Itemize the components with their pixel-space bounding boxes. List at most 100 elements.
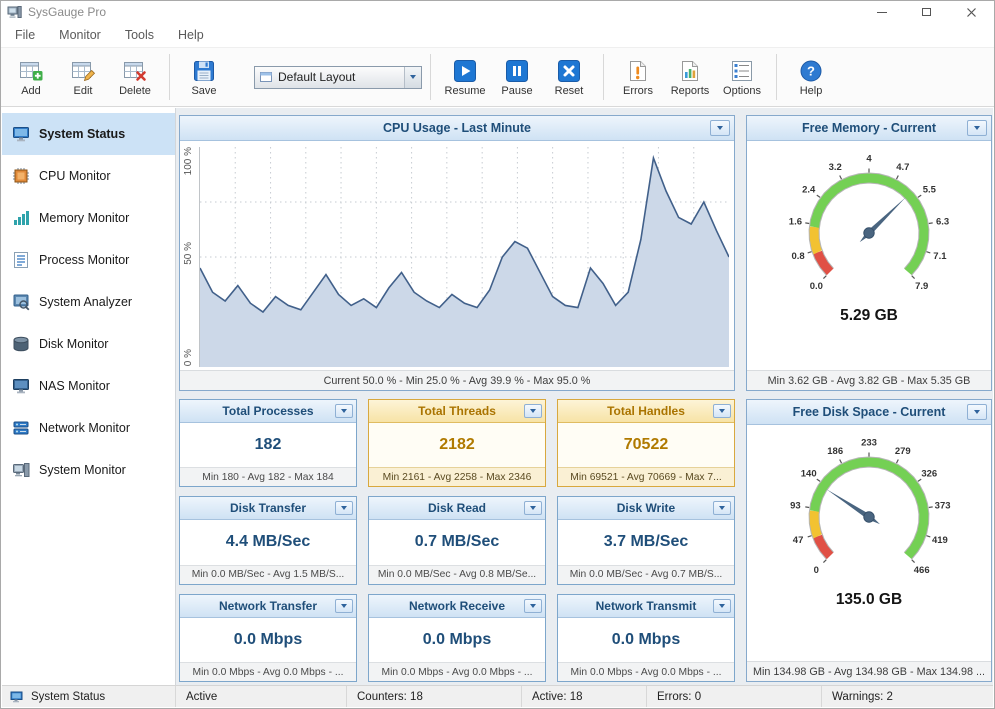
svg-text:1.6: 1.6 <box>789 217 802 228</box>
counter-dropdown-button[interactable] <box>713 501 731 516</box>
menu-monitor[interactable]: Monitor <box>47 25 113 45</box>
counter-header: Disk Transfer <box>180 497 356 521</box>
counter-stats: Min 0.0 Mbps - Avg 0.0 Mbps - ... <box>558 662 734 681</box>
counter-dropdown-button[interactable] <box>524 501 542 516</box>
svg-text:4: 4 <box>866 154 872 165</box>
counter-stats: Min 0.0 MB/Sec - Avg 0.7 MB/S... <box>558 564 734 584</box>
menu-help[interactable]: Help <box>166 25 216 45</box>
counter-value: 182 <box>254 436 282 454</box>
maximize-button[interactable] <box>904 1 949 23</box>
disk-gauge-value: 135.0 GB <box>835 591 903 608</box>
statusbar-errors: Errors: 0 <box>647 686 822 707</box>
counter-dropdown-button[interactable] <box>713 404 731 418</box>
cpu-panel-dropdown-button[interactable] <box>710 120 730 136</box>
chevron-down-icon <box>974 410 980 414</box>
disk-stats: Min 134.98 GB - Avg 134.98 GB - Max 134.… <box>747 661 991 681</box>
sidebar-item-label: CPU Monitor <box>39 169 111 183</box>
counter-stats: Min 180 - Avg 182 - Max 184 <box>180 467 356 487</box>
disk-panel-title: Free Disk Space - Current <box>792 405 946 419</box>
counter-dropdown-button[interactable] <box>524 598 542 613</box>
chevron-down-icon <box>719 409 725 413</box>
counter-value: 2182 <box>369 423 545 468</box>
counter-stats: Min 0.0 Mbps - Avg 0.0 Mbps - ... <box>369 662 545 681</box>
toolbar-separator <box>169 54 170 100</box>
statusbar-warnings: Warnings: 2 <box>822 686 993 707</box>
memory-panel-header: Free Memory - Current <box>747 116 991 141</box>
statusbar-errors-label: Errors: 0 <box>657 690 702 703</box>
chevron-down-icon <box>719 506 725 511</box>
chevron-down-icon <box>341 409 347 413</box>
sidebar-item-system-analyzer[interactable]: System Analyzer <box>2 281 175 323</box>
svg-text:233: 233 <box>861 438 877 449</box>
svg-text:140: 140 <box>801 468 817 479</box>
chevron-down-icon <box>717 126 723 130</box>
svg-text:0.0: 0.0 <box>810 281 823 292</box>
counter-title: Total Handles <box>607 404 685 418</box>
svg-text:186: 186 <box>827 446 843 457</box>
sidebar: System Status CPU Monitor Memory Monitor… <box>2 108 176 685</box>
counter-disk-transfer: Disk Transfer 4.4 MB/Sec Min 0.0 MB/Sec … <box>179 496 357 585</box>
counter-dropdown-button[interactable] <box>524 404 542 418</box>
counter-network-transfer: Network Transfer 0.0 Mbps Min 0.0 Mbps -… <box>179 593 357 682</box>
counter-title: Disk Transfer <box>229 501 307 516</box>
layout-icon <box>260 72 272 82</box>
svg-text:7.9: 7.9 <box>915 281 928 292</box>
counter-title: Disk Write <box>616 501 676 516</box>
counter-dropdown-button[interactable] <box>335 501 353 516</box>
counter-dropdown-button[interactable] <box>713 598 731 613</box>
counter-title: Total Processes <box>222 404 314 418</box>
edit-button[interactable]: Edit <box>57 50 109 104</box>
toolbar: Add Edit Delete Save Default Layout Resu… <box>1 47 994 107</box>
svg-text:466: 466 <box>914 565 930 576</box>
statusbar-active-label: Active: 18 <box>532 690 583 703</box>
counter-stats: Min 0.0 MB/Sec - Avg 1.5 MB/S... <box>180 564 356 584</box>
options-button[interactable]: Options <box>716 50 768 104</box>
sidebar-item-system-monitor[interactable]: System Monitor <box>2 449 175 491</box>
sidebar-item-network-monitor[interactable]: Network Monitor <box>2 407 175 449</box>
sidebar-item-system-status[interactable]: System Status <box>2 113 175 155</box>
save-icon <box>194 60 214 81</box>
chevron-down-icon <box>719 603 725 608</box>
sidebar-item-disk-monitor[interactable]: Disk Monitor <box>2 323 175 365</box>
titlebar: SysGauge Pro <box>1 1 994 23</box>
sidebar-item-process-monitor[interactable]: Process Monitor <box>2 239 175 281</box>
counter-value: 0.7 MB/Sec <box>414 533 500 551</box>
sidebar-item-label: NAS Monitor <box>39 379 110 393</box>
memory-panel-dropdown-button[interactable] <box>967 120 987 136</box>
add-button[interactable]: Add <box>5 50 57 104</box>
save-button[interactable]: Save <box>178 50 230 104</box>
svg-text:7.1: 7.1 <box>933 251 947 262</box>
resume-button[interactable]: Resume <box>439 50 491 104</box>
resume-button-label: Resume <box>444 84 486 97</box>
counter-header: Network Transmit <box>558 594 734 618</box>
menu-file[interactable]: File <box>3 25 47 45</box>
disk-panel-dropdown-button[interactable] <box>967 404 987 420</box>
disk-gauge: 0 47 93 140 186 233 279 326 373 419 466 <box>790 438 950 576</box>
svg-text:279: 279 <box>895 446 911 457</box>
menu-tools[interactable]: Tools <box>113 25 166 45</box>
free-memory-panel: Free Memory - Current 0.0 0.8 1.6 2.4 3.2 4 4.… <box>746 115 992 391</box>
counter-value: 70522 <box>558 423 734 468</box>
errors-button-label: Errors <box>623 84 653 97</box>
sidebar-item-label: Memory Monitor <box>39 211 130 225</box>
delete-button[interactable]: Delete <box>109 50 161 104</box>
reports-button[interactable]: Reports <box>664 50 716 104</box>
errors-icon <box>630 60 646 81</box>
sidebar-item-memory-monitor[interactable]: Memory Monitor <box>2 197 175 239</box>
counter-dropdown-button[interactable] <box>335 404 353 418</box>
counter-stats: Min 69521 - Avg 70669 - Max 7... <box>558 467 734 487</box>
sidebar-item-nas-monitor[interactable]: NAS Monitor <box>2 365 175 407</box>
counter-header: Disk Write <box>558 497 734 521</box>
reset-button[interactable]: Reset <box>543 50 595 104</box>
add-icon <box>20 61 43 80</box>
sidebar-item-cpu-monitor[interactable]: CPU Monitor <box>2 155 175 197</box>
minimize-button[interactable] <box>859 1 904 23</box>
chevron-down-icon <box>404 66 421 88</box>
cpu-stats: Current 50.0 % - Min 25.0 % - Avg 39.9 %… <box>180 370 734 390</box>
help-button[interactable]: ? Help <box>785 50 837 104</box>
pause-button[interactable]: Pause <box>491 50 543 104</box>
close-button[interactable] <box>949 1 994 23</box>
layout-dropdown[interactable]: Default Layout <box>254 65 422 89</box>
counter-dropdown-button[interactable] <box>335 598 353 613</box>
errors-button[interactable]: Errors <box>612 50 664 104</box>
